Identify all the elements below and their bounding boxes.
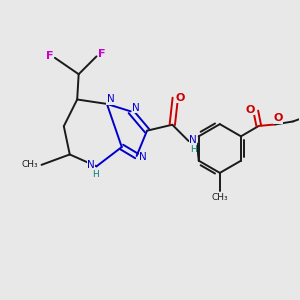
Text: N: N: [106, 94, 114, 104]
Text: H: H: [92, 170, 98, 179]
Text: N: N: [132, 103, 140, 113]
Text: N: N: [87, 160, 95, 170]
Text: CH₃: CH₃: [22, 160, 38, 169]
Text: CH₃: CH₃: [212, 193, 228, 202]
Text: N: N: [189, 135, 197, 145]
Text: N: N: [139, 152, 146, 162]
Text: H: H: [190, 145, 196, 154]
Text: O: O: [176, 93, 185, 103]
Text: O: O: [273, 113, 283, 124]
Text: F: F: [98, 49, 105, 59]
Text: F: F: [46, 51, 54, 61]
Text: O: O: [246, 105, 255, 115]
